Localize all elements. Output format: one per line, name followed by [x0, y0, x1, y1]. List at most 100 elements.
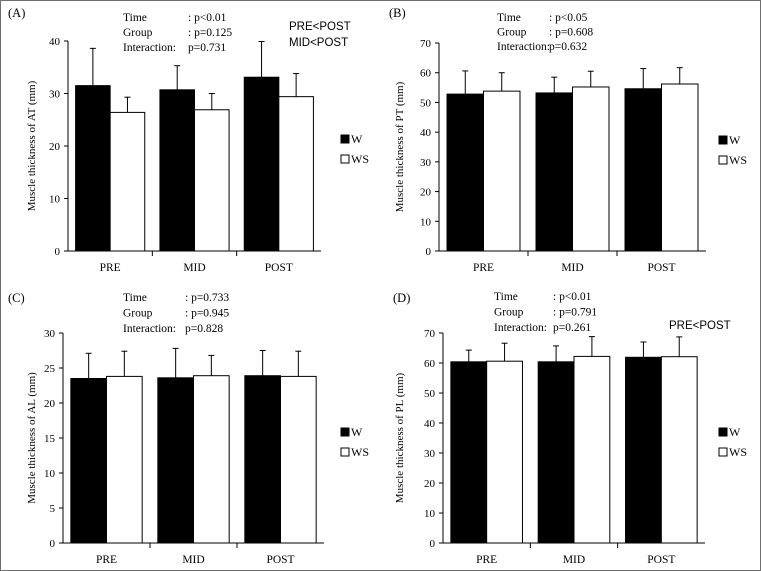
y-tick-label: 40 — [49, 36, 61, 48]
y-tick-label: 25 — [44, 363, 56, 375]
stat-value: : p=0.945 — [185, 308, 229, 320]
x-category-label: POST — [266, 554, 294, 566]
bar-ws-post — [660, 356, 698, 544]
panel-label: (C) — [8, 291, 25, 305]
x-category-label: MID — [182, 554, 204, 566]
y-tick-label: 30 — [44, 328, 56, 340]
stat-label: Time — [497, 12, 521, 24]
y-tick-label: 60 — [424, 358, 436, 370]
legend-label-ws: WS — [729, 445, 747, 459]
stat-label: Time — [123, 292, 147, 304]
y-tick-label: 70 — [420, 38, 432, 50]
y-axis-label: Muscle thickness of PT (mm) — [394, 81, 406, 212]
y-tick-label: 0 — [430, 538, 436, 550]
stat-value: : p<0.01 — [188, 12, 227, 24]
y-tick-label: 70 — [424, 328, 436, 340]
bar-ws-post — [661, 83, 699, 252]
y-tick-label: 20 — [49, 141, 61, 153]
y-tick-label: 0 — [55, 246, 61, 258]
panel-label: (D) — [393, 291, 410, 305]
panel-d: (D) 0 10 20 30 40 50 60 70 Muscle thickness of PL… — [393, 291, 747, 566]
legend-swatch-w — [718, 427, 728, 437]
x-category-label: PRE — [473, 262, 494, 274]
panel-b: (B) 0 10 20 30 40 50 60 70 Muscle thickness of PT… — [389, 6, 747, 274]
stat-value: : p=0.125 — [188, 27, 232, 39]
y-tick-label: 10 — [424, 508, 436, 520]
bar-ws-pre — [486, 360, 523, 544]
legend-label-ws: WS — [351, 152, 369, 166]
x-category-label: PRE — [476, 554, 497, 566]
stat-value: p=0.731 — [188, 42, 226, 54]
legend-swatch-ws — [718, 447, 728, 457]
y-tick-label: 20 — [424, 478, 436, 490]
legend-swatch-w — [340, 427, 350, 437]
bar-ws-post — [278, 96, 314, 252]
y-tick-label: 0 — [50, 538, 56, 550]
legend-swatch-w — [340, 134, 350, 144]
y-tick-label: 60 — [420, 68, 432, 80]
y-tick-label: 50 — [424, 388, 436, 400]
stat-label: Interaction: — [494, 322, 547, 334]
y-axis-label: Muscle thickness of AT (mm) — [26, 80, 38, 211]
stat-label: Interaction: — [123, 323, 176, 335]
stat-value: : p=0.608 — [549, 27, 593, 39]
y-tick-label: 0 — [426, 246, 432, 258]
y-tick-label: 20 — [44, 398, 56, 410]
bar-ws-mid — [193, 375, 230, 544]
y-tick-label: 20 — [420, 187, 432, 199]
bar-ws-pre — [106, 375, 143, 544]
stat-label: Group — [123, 308, 153, 320]
legend-swatch-w — [718, 135, 728, 145]
x-category-label: POST — [647, 554, 675, 566]
y-tick-label: 10 — [49, 194, 61, 206]
x-category-label: MID — [563, 554, 585, 566]
x-category-label: PRE — [100, 262, 121, 274]
legend-label-w: W — [729, 133, 741, 147]
stat-value: p=0.632 — [549, 41, 587, 53]
x-category-label: PRE — [96, 554, 117, 566]
stat-value: : p=0.733 — [185, 292, 229, 304]
bar-w-pre — [70, 378, 107, 544]
bar-ws-mid — [194, 109, 230, 252]
bar-ws-pre — [109, 111, 146, 252]
y-tick-label: 40 — [420, 127, 432, 139]
significance-annotation: MID<POST — [289, 37, 348, 49]
stat-label: Group — [497, 27, 527, 39]
y-tick-label: 10 — [420, 216, 432, 228]
stat-label: Time — [123, 12, 147, 24]
y-tick-label: 50 — [420, 97, 432, 109]
legend-swatch-ws — [718, 155, 728, 165]
bar-w-mid — [535, 92, 574, 252]
bar-w-post — [243, 76, 280, 252]
y-tick-label: 30 — [420, 157, 432, 169]
x-category-label: POST — [265, 262, 293, 274]
legend-label-w: W — [729, 425, 741, 439]
significance-annotation: PRE<POST — [669, 320, 731, 332]
x-category-label: POST — [647, 262, 675, 274]
stat-value: : p<0.01 — [553, 291, 592, 303]
panel-a: (A) 0 10 20 30 40 Muscle thickness of AT (mm) P… — [8, 6, 369, 274]
panel-label: (B) — [389, 6, 406, 20]
bar-w-pre — [75, 85, 111, 252]
y-tick-label: 30 — [424, 448, 436, 460]
bar-ws-pre — [483, 90, 521, 252]
x-category-label: MID — [561, 262, 583, 274]
bar-w-mid — [159, 89, 196, 252]
stat-label: Interaction: — [123, 42, 176, 54]
stat-value: : p<0.05 — [549, 12, 588, 24]
bar-ws-post — [280, 375, 317, 544]
y-axis-label: Muscle thickness of AL (mm) — [26, 372, 38, 504]
legend-label-w: W — [351, 425, 363, 439]
legend-swatch-ws — [340, 447, 350, 457]
x-category-label: MID — [183, 262, 205, 274]
bar-w-post — [625, 356, 662, 544]
significance-annotation: PRE<POST — [289, 21, 351, 33]
bar-w-post — [244, 375, 281, 544]
bar-w-pre — [446, 93, 485, 252]
legend-label-ws: WS — [729, 153, 747, 167]
legend-swatch-ws — [340, 154, 350, 164]
stat-label: Group — [123, 27, 153, 39]
y-tick-label: 10 — [44, 468, 56, 480]
